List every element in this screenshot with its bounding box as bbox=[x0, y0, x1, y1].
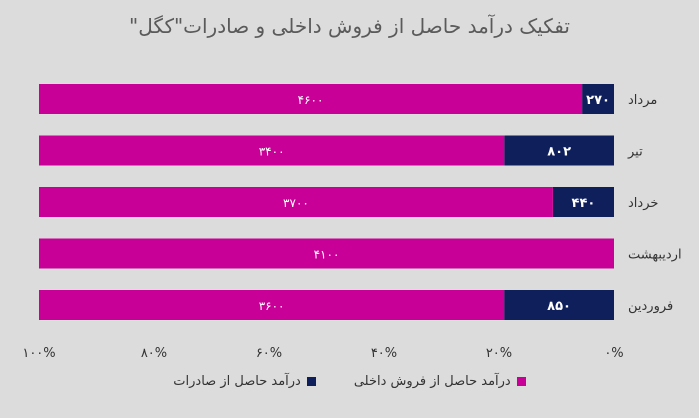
data-label-domestic-0: ۴۶۰۰ bbox=[298, 93, 324, 107]
bar-domestic-1 bbox=[39, 135, 505, 166]
data-label-export-0: ۲۷۰ bbox=[586, 93, 610, 108]
bar-export-2 bbox=[552, 187, 614, 217]
x-tick-label-1: ۲۰% bbox=[486, 346, 512, 361]
data-label-domestic-2: ۳۷۰۰ bbox=[283, 196, 309, 210]
category-label-1: تیر bbox=[627, 145, 643, 160]
category-label-4: فروردین bbox=[628, 299, 673, 314]
category-label-0: مرداد bbox=[628, 93, 657, 108]
legend-swatch-export bbox=[306, 377, 316, 386]
x-tick-label-4: ۸۰% bbox=[141, 346, 167, 361]
legend-swatch-domestic bbox=[516, 377, 526, 386]
legend: درآمد حاصل از فروش داخلی درآمد حاصل از ص… bbox=[0, 374, 699, 389]
data-label-domestic-3: ۴۱۰۰ bbox=[314, 248, 340, 262]
legend-item-export: درآمد حاصل از صادرات bbox=[173, 374, 316, 389]
category-label-3: اردیبهشت bbox=[628, 248, 682, 263]
legend-label-domestic: درآمد حاصل از فروش داخلی bbox=[353, 374, 511, 389]
data-label-export-4: ۸۵۰ bbox=[547, 299, 571, 314]
x-tick-label-3: ۶۰% bbox=[256, 346, 282, 361]
x-tick-label-5: ۱۰۰% bbox=[22, 346, 55, 361]
legend-item-domestic: درآمد حاصل از فروش داخلی bbox=[354, 374, 526, 389]
category-label-2: خرداد bbox=[628, 196, 658, 211]
bar-domestic-0 bbox=[39, 84, 583, 114]
legend-label-export: درآمد حاصل از صادرات bbox=[173, 374, 301, 389]
bar-domestic-3 bbox=[39, 238, 614, 269]
data-label-export-2: ۴۴۰ bbox=[572, 196, 596, 211]
x-tick-label-0: ۰% bbox=[604, 346, 623, 361]
bar-domestic-4 bbox=[39, 290, 505, 320]
data-label-export-1: ۸۰۲ bbox=[547, 145, 571, 160]
x-tick-label-2: ۴۰% bbox=[371, 346, 397, 361]
bar-domestic-2 bbox=[39, 187, 553, 217]
data-label-domestic-1: ۳۴۰۰ bbox=[259, 145, 285, 159]
chart-title: تفکیک درآمد حاصل از فروش داخلی و صادرات"… bbox=[129, 14, 570, 38]
bar-export-1 bbox=[504, 135, 614, 166]
bar-export-0 bbox=[582, 84, 614, 114]
data-label-domestic-4: ۳۶۰۰ bbox=[259, 299, 285, 313]
bar-export-4 bbox=[504, 290, 614, 320]
